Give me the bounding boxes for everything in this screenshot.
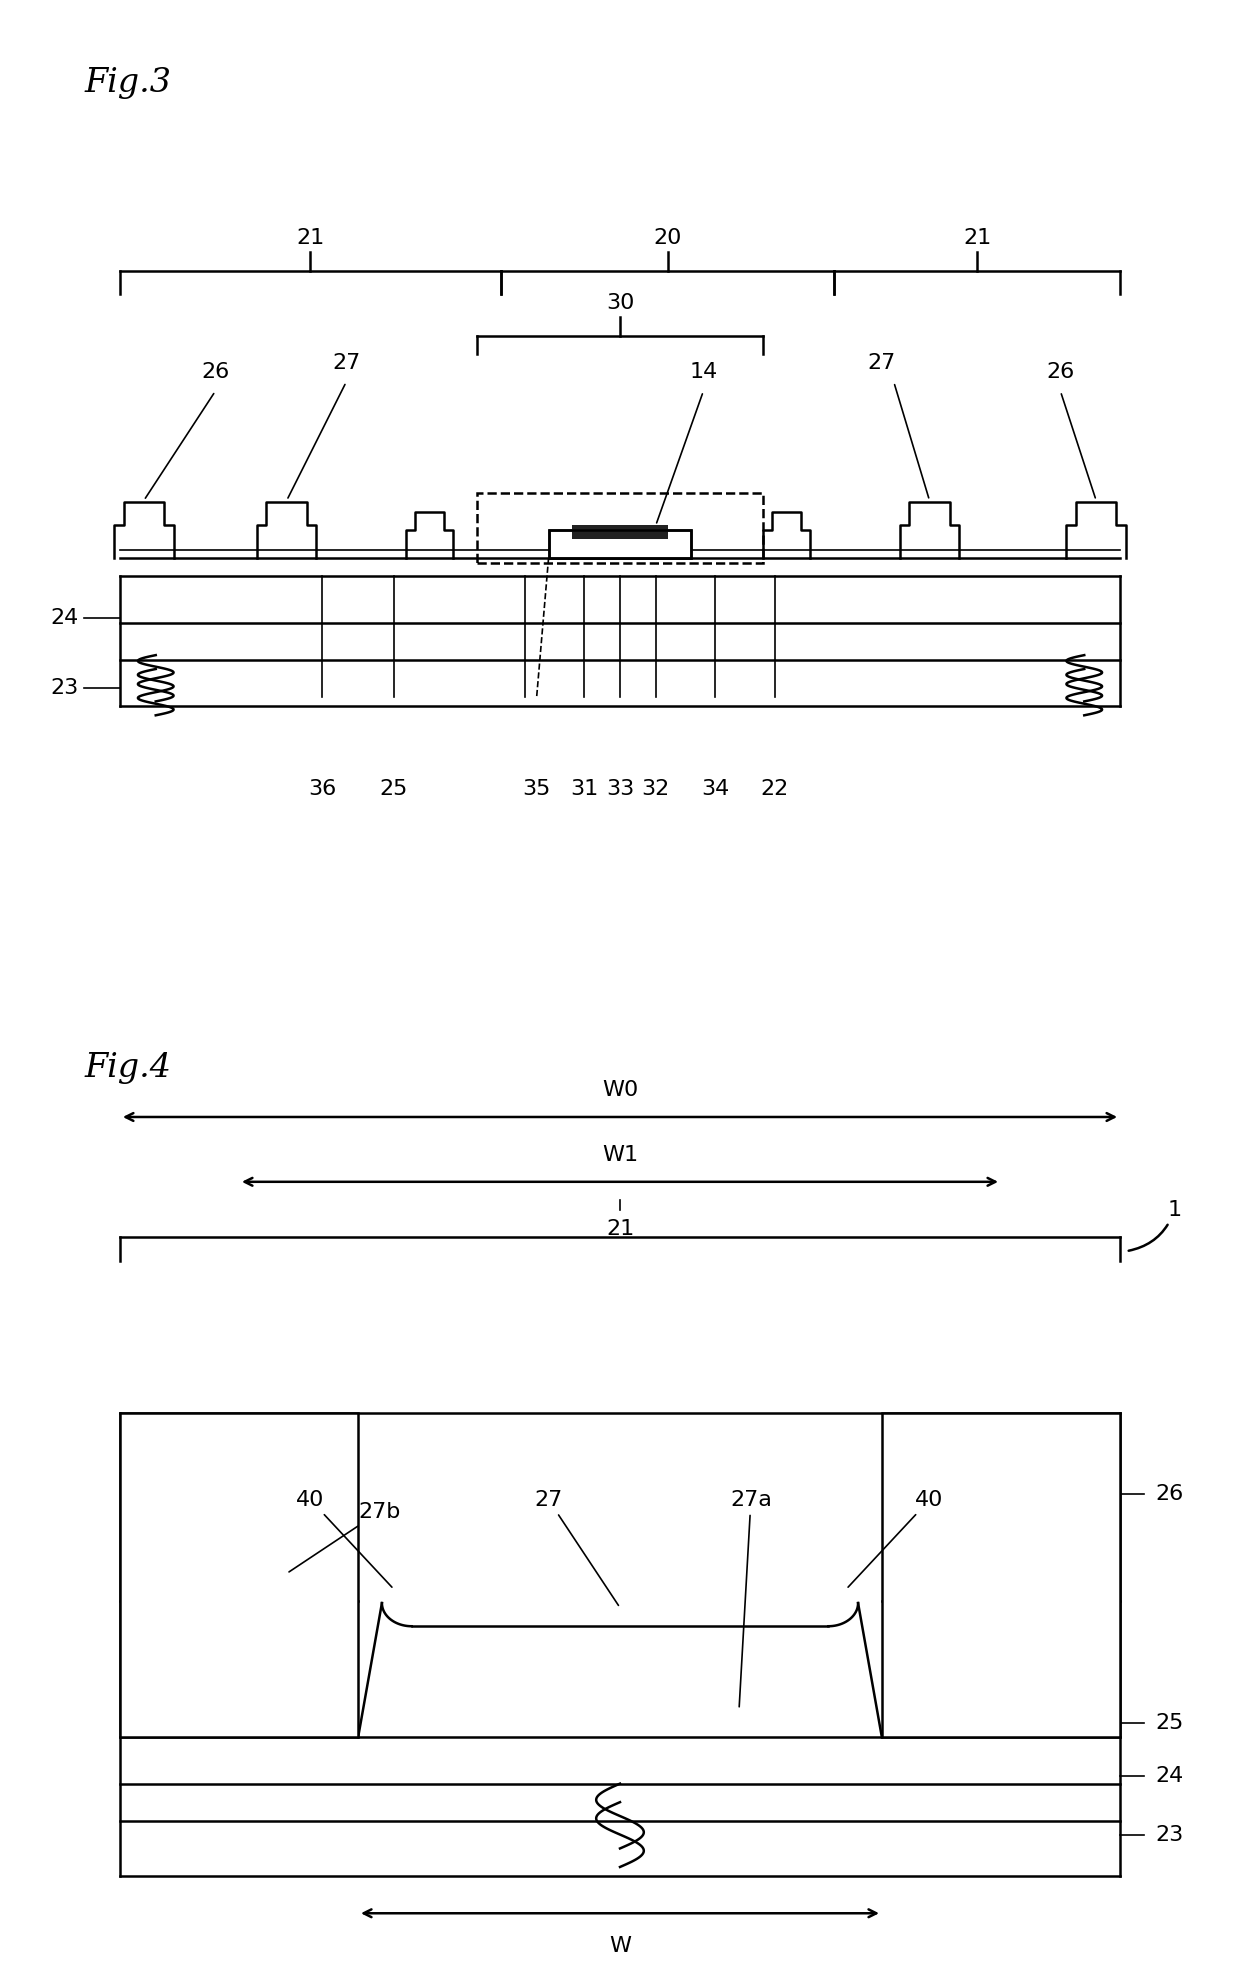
Text: 30: 30 (606, 292, 634, 313)
Text: 33: 33 (606, 778, 634, 798)
Text: 25: 25 (1156, 1714, 1184, 1734)
Text: 40: 40 (848, 1489, 944, 1588)
Text: 23: 23 (50, 678, 78, 697)
Text: 27b: 27b (289, 1501, 401, 1572)
Bar (548, 530, 692, 558)
Bar (882, 1412, 1120, 1738)
Text: 32: 32 (641, 778, 670, 798)
Text: 23: 23 (1156, 1824, 1184, 1844)
Bar (477, 492, 763, 563)
Text: 27a: 27a (730, 1489, 771, 1706)
Text: 26: 26 (201, 362, 229, 382)
Text: 36: 36 (309, 778, 336, 798)
Text: Fig.3: Fig.3 (84, 67, 171, 98)
Text: 21: 21 (963, 229, 991, 248)
Text: 1: 1 (1128, 1200, 1182, 1251)
Bar (548, 530, 692, 558)
Text: W1: W1 (601, 1145, 639, 1164)
Text: 27: 27 (534, 1489, 619, 1606)
Text: 22: 22 (760, 778, 789, 798)
Bar (573, 526, 667, 540)
Text: 40: 40 (296, 1489, 392, 1588)
Text: 31: 31 (570, 778, 599, 798)
Text: W0: W0 (601, 1080, 639, 1101)
Text: 34: 34 (701, 778, 729, 798)
Bar (120, 1412, 358, 1738)
Text: 21: 21 (296, 229, 325, 248)
Text: 14: 14 (689, 362, 718, 382)
Text: Fig.4: Fig.4 (84, 1052, 171, 1084)
Text: 25: 25 (379, 778, 408, 798)
Text: 27: 27 (868, 353, 897, 372)
Text: 35: 35 (522, 778, 551, 798)
Text: 24: 24 (50, 609, 78, 628)
Text: 27: 27 (332, 353, 361, 372)
Text: 20: 20 (653, 229, 682, 248)
Text: W: W (609, 1937, 631, 1956)
Text: 21: 21 (606, 1219, 634, 1239)
Text: 24: 24 (1156, 1767, 1184, 1787)
Text: 26: 26 (1047, 362, 1075, 382)
Text: 26: 26 (1156, 1483, 1184, 1505)
